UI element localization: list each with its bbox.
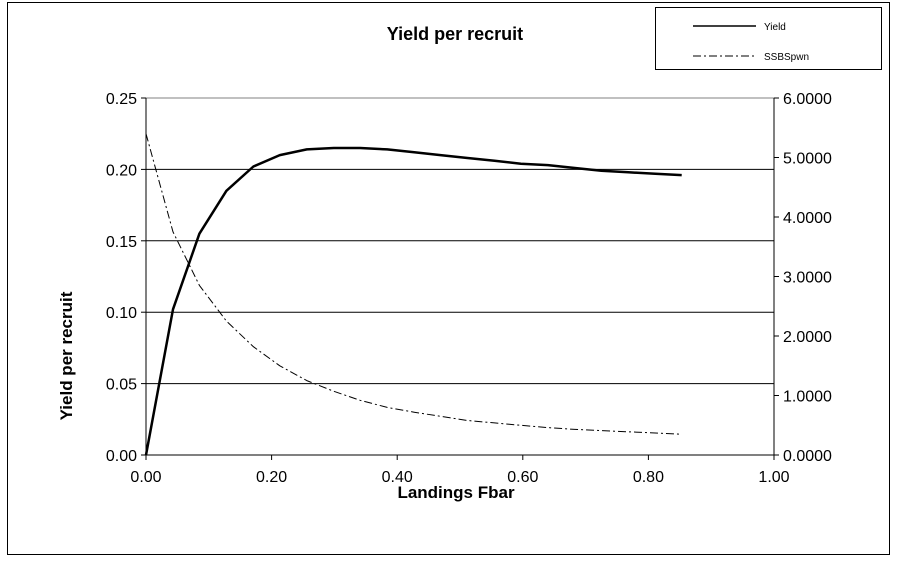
y-tick-label: 0.15 <box>106 234 137 251</box>
y-tick-label: 0.10 <box>106 305 137 322</box>
gridlines <box>146 168 774 385</box>
y-tick-label: 0.05 <box>106 377 137 394</box>
x-tick-label: 1.00 <box>758 469 789 486</box>
legend: Yield SSBSpwn <box>655 7 882 70</box>
y2-tick-label: 1.0000 <box>783 389 832 406</box>
y2-tick-label: 2.0000 <box>783 329 832 346</box>
y-tick-label: 0.00 <box>106 448 137 465</box>
x-tick-label: 0.20 <box>256 469 287 486</box>
y2-tick-label: 3.0000 <box>783 270 832 287</box>
x-tick-label: 0.00 <box>130 469 161 486</box>
y2-tick-label: 6.0000 <box>783 91 832 108</box>
axes-group: 0.00 0.05 0.10 0.15 0.20 0.25 0.0000 1.0000 2.00… <box>106 91 832 486</box>
y-tick-label: 0.25 <box>106 91 137 108</box>
x-tick-label: 0.40 <box>382 469 413 486</box>
series-group <box>144 133 682 456</box>
legend-label-yield: Yield <box>764 22 786 33</box>
chart-title: Yield per recruit <box>387 24 523 44</box>
chart-area-border <box>7 2 890 555</box>
series-line-ssbspwn <box>145 133 682 435</box>
y-tick-label: 0.20 <box>106 162 137 179</box>
y2-tick-label: 5.0000 <box>783 151 832 168</box>
legend-box <box>655 7 882 70</box>
y2-tick-label: 0.0000 <box>783 448 832 465</box>
x-tick-label: 0.80 <box>633 469 664 486</box>
legend-label-ssbspwn: SSBSpwn <box>764 52 809 63</box>
series-line-yield <box>144 146 682 456</box>
x-axis-label: Landings Fbar <box>397 483 515 502</box>
x-tick-label: 0.60 <box>507 469 538 486</box>
y2-tick-label: 4.0000 <box>783 210 832 227</box>
y-axis-label: Yield per recruit <box>57 291 76 420</box>
